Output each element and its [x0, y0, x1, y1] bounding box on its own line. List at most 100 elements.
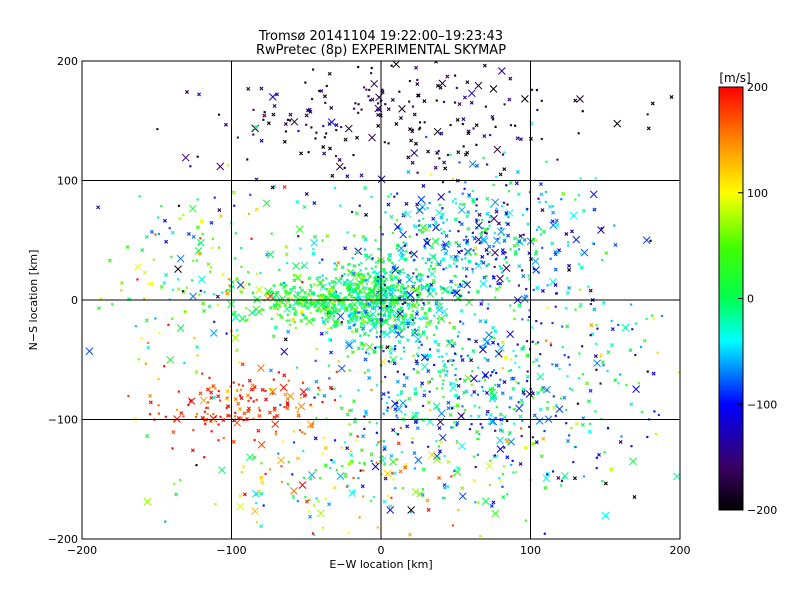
scatter-point	[337, 308, 342, 313]
scatter-point	[573, 98, 578, 103]
scatter-point	[363, 254, 368, 259]
scatter-point	[274, 433, 278, 436]
scatter-point	[493, 145, 502, 154]
scatter-point	[485, 462, 494, 471]
scatter-point	[280, 465, 283, 468]
scatter-point	[174, 265, 182, 273]
scatter-point	[239, 396, 244, 401]
scatter-point	[454, 197, 457, 201]
scatter-point	[453, 274, 456, 278]
scatter-point	[326, 314, 329, 317]
scatter-point	[442, 100, 446, 104]
scatter-point	[352, 476, 355, 480]
scatter-point	[391, 231, 395, 235]
scatter-point	[406, 321, 411, 326]
scatter-point	[448, 321, 451, 325]
scatter-point	[520, 434, 523, 438]
scatter-point	[279, 403, 282, 407]
scatter-point	[339, 394, 342, 398]
scatter-point	[401, 486, 405, 490]
scatter-point	[299, 318, 304, 323]
scatter-point	[217, 208, 222, 213]
scatter-point	[277, 371, 281, 374]
scatter-point	[495, 207, 498, 210]
scatter-point	[446, 241, 451, 246]
scatter-point	[478, 406, 481, 409]
scatter-point	[452, 289, 461, 297]
scatter-point	[601, 479, 604, 483]
scatter-point	[283, 337, 288, 342]
scatter-point	[551, 363, 554, 366]
scatter-point	[452, 262, 456, 265]
scatter-point	[206, 406, 210, 410]
scatter-point	[339, 125, 343, 129]
scatter-point	[516, 244, 520, 247]
scatter-point	[260, 462, 263, 465]
scatter-point	[386, 315, 390, 318]
scatter-point	[457, 250, 462, 255]
scatter-point	[310, 285, 313, 289]
scatter-point	[206, 412, 209, 416]
scatter-point	[381, 233, 385, 236]
scatter-point	[360, 108, 363, 111]
scatter-point	[373, 269, 382, 278]
scatter-point	[492, 245, 495, 248]
scatter-point	[503, 257, 506, 261]
scatter-point	[246, 393, 250, 398]
scatter-point	[293, 320, 296, 324]
scatter-point	[492, 368, 496, 372]
scatter-point	[182, 415, 185, 418]
scatter-point	[387, 360, 391, 363]
scatter-point	[656, 351, 659, 354]
scatter-point	[436, 342, 441, 347]
scatter-point	[382, 306, 385, 309]
scatter-point	[343, 166, 347, 170]
scatter-point	[578, 305, 582, 308]
scatter-point	[618, 439, 623, 444]
scatter-point	[403, 244, 407, 248]
scatter-point	[358, 461, 361, 465]
scatter-point	[498, 412, 503, 417]
scatter-point	[588, 422, 592, 426]
scatter-point	[272, 303, 277, 308]
scatter-point	[390, 97, 395, 102]
scatter-point	[501, 251, 506, 256]
scatter-point	[539, 192, 544, 197]
scatter-point	[483, 231, 487, 234]
scatter-point	[485, 196, 490, 201]
scatter-point	[189, 292, 197, 301]
scatter-point	[417, 354, 420, 358]
scatter-point	[247, 399, 250, 403]
scatter-point	[443, 166, 448, 171]
scatter-point	[508, 76, 513, 81]
scatter-point	[332, 286, 335, 289]
scatter-point	[421, 467, 426, 472]
scatter-point	[564, 421, 568, 425]
scatter-point	[426, 400, 431, 405]
scatter-point	[348, 262, 351, 266]
scatter-point	[348, 432, 353, 437]
scatter-point	[343, 137, 348, 142]
scatter-point	[444, 372, 449, 377]
scatter-point	[194, 369, 199, 374]
scatter-point	[308, 498, 311, 502]
scatter-point	[170, 230, 175, 235]
scatter-point	[407, 284, 410, 288]
scatter-point	[218, 214, 223, 219]
scatter-point	[449, 254, 454, 259]
scatter-point	[170, 255, 173, 259]
scatter-point	[559, 484, 563, 487]
scatter-point	[318, 276, 322, 279]
scatter-point	[240, 362, 245, 367]
scatter-point	[407, 100, 411, 103]
scatter-point	[426, 380, 431, 385]
scatter-point	[246, 270, 250, 274]
scatter-point	[300, 261, 309, 270]
scatter-point	[212, 412, 215, 416]
scatter-point	[466, 354, 470, 358]
scatter-point	[609, 343, 614, 348]
scatter-point	[597, 226, 605, 234]
scatter-point	[236, 281, 245, 289]
y-tick-label: 0	[71, 294, 78, 307]
scatter-point	[538, 407, 543, 412]
